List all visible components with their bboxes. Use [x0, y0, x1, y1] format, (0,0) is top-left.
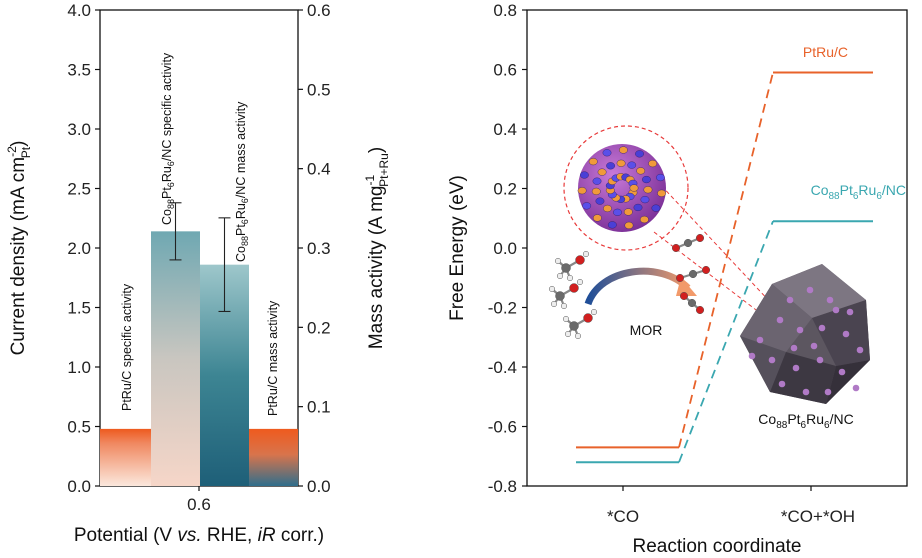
fe-y-tick-label: -0.8 — [488, 477, 517, 496]
left-error-bars — [169, 202, 231, 313]
bar-label-1: PtRu/C specific activity — [120, 283, 134, 411]
right-x-axis-label: Reaction coordinate — [633, 536, 802, 557]
bar-1 — [100, 428, 151, 486]
fe-y-tick-label: -0.4 — [488, 358, 517, 377]
fe-y-tick-label: 0.2 — [493, 180, 517, 199]
right-y-tick-label: 0.2 — [307, 318, 331, 337]
transition-1 — [678, 72, 774, 448]
nanoparticle-zoom-illustration — [563, 125, 689, 251]
left-y-tick-label: 1.0 — [67, 358, 91, 377]
left-y-tick-label: 3.5 — [67, 61, 91, 80]
x-tick-label: 0.6 — [187, 495, 211, 514]
left-y-tick-label: 1.5 — [67, 299, 91, 318]
legend-ptru-c: PtRu/C — [803, 44, 848, 60]
left-y-tick-label: 0.5 — [67, 418, 91, 437]
right-y-tick-label: 0.5 — [307, 80, 331, 99]
x-tick-co: *CO — [607, 507, 639, 526]
left-y-tick-label: 4.0 — [67, 1, 91, 20]
catalyst-polyhedron-illustration — [740, 264, 870, 404]
right-y-tick-label: 0.3 — [307, 239, 331, 258]
bar-label-4: PtRu/C mass activity — [266, 300, 280, 416]
right-y-ticks: 0.0 0.1 0.2 0.3 0.4 0.5 0.6 — [298, 1, 331, 496]
bar-labels: PtRu/C specific activity Co88Pt6Ru6/NC sp… — [120, 52, 280, 416]
left-y-axis-label: Current density (mA cm-2Pt) — [5, 141, 33, 356]
fe-y-tick-label: -0.2 — [488, 299, 517, 318]
x-tick-co-oh: *CO+*OH — [781, 507, 855, 526]
bar-2 — [151, 231, 200, 486]
right-y-tick-label: 0.0 — [307, 477, 331, 496]
right-y-axis-label: Mass activity (A mg-1Pt+Ru) — [363, 147, 391, 349]
bar-4 — [249, 428, 298, 486]
methanol-co2-molecules — [548, 233, 711, 340]
left-x-axis-label: Potential (V vs. RHE, iR corr.) — [74, 525, 324, 546]
catalyst-label: Co88Pt6Ru6/NC — [758, 411, 853, 431]
left-y-tick-label: 2.5 — [67, 180, 91, 199]
right-y-tick-label: 0.6 — [307, 1, 331, 20]
transition-2 — [678, 220, 774, 463]
mor-label: MOR — [630, 322, 663, 338]
energy-profile-lines — [576, 71, 873, 464]
fe-y-tick-label: 0.6 — [493, 61, 517, 80]
right-y-tick-label: 0.1 — [307, 398, 331, 417]
left-y-tick-label: 2.0 — [67, 239, 91, 258]
fe-y-tick-label: 0.8 — [493, 1, 517, 20]
bar-label-3: Co88Pt6Ru6/NC mass activity — [234, 101, 250, 262]
left-y-tick-label: 0.0 — [67, 477, 91, 496]
right-y-tick-label: 0.4 — [307, 160, 331, 179]
free-energy-y-ticks: -0.8 -0.6 -0.4 -0.2 0.0 0.2 0.4 0.6 0.8 — [488, 1, 527, 496]
fe-y-tick-label: -0.6 — [488, 418, 517, 437]
left-y-tick-label: 3.0 — [67, 120, 91, 139]
legend-co88pt6ru6-nc: Co88Pt6Ru6/NC — [811, 182, 906, 202]
left-y-ticks: 0.0 0.5 1.0 1.5 2.0 2.5 3.0 3.5 4.0 — [67, 1, 100, 496]
fe-y-tick-label: 0.4 — [493, 120, 517, 139]
fe-y-tick-label: 0.0 — [493, 239, 517, 258]
free-energy-y-axis-label: Free Energy (eV) — [447, 175, 468, 321]
bar-label-2: Co88Pt6Ru6/NC specific activity — [160, 52, 176, 225]
